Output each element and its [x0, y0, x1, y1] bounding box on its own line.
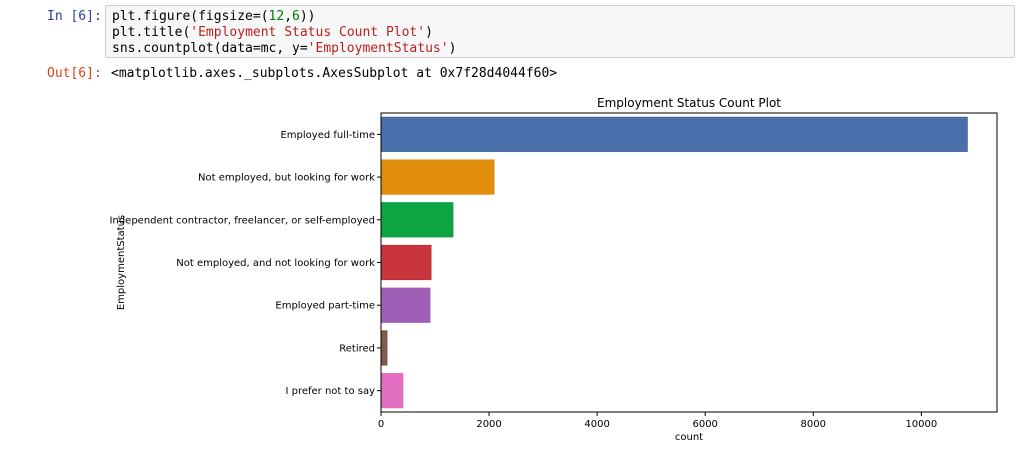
code-line: sns.countplot(data=mc, y='EmploymentStat…: [112, 41, 457, 56]
y-tick-label: Not employed, but looking for work: [198, 173, 375, 184]
y-tick-label: Not employed, and not looking for work: [176, 258, 375, 269]
chart-title: Employment Status Count Plot: [597, 96, 781, 110]
bar: [380, 330, 388, 366]
bar: [380, 116, 968, 152]
x-tick-label: 10000: [905, 419, 937, 430]
x-tick-label: 8000: [801, 419, 826, 430]
y-axis-label: EmploymentStatus: [116, 215, 127, 310]
code-line: plt.title('Employment Status Count Plot'…: [112, 25, 433, 40]
output-text: <matplotlib.axes._subplots.AxesSubplot a…: [111, 66, 558, 81]
bar: [380, 287, 431, 323]
bar: [380, 373, 404, 409]
input-prompt: In [6]:: [47, 9, 102, 24]
y-tick-label: Independent contractor, freelancer, or s…: [110, 215, 375, 226]
x-tick-label: 4000: [584, 419, 609, 430]
x-axis-label: count: [675, 432, 703, 443]
x-tick-label: 2000: [476, 419, 501, 430]
code-line: plt.figure(figsize=(12,6)): [112, 9, 316, 24]
x-tick-label: 6000: [692, 419, 717, 430]
axes-frame: [380, 112, 998, 413]
y-tick-label: I prefer not to say: [285, 386, 375, 397]
y-tick-label: Retired: [339, 343, 375, 354]
y-tick-label: Employed full-time: [280, 130, 375, 141]
output-prompt: Out[6]:: [47, 66, 102, 81]
y-tick-label: Employed part-time: [275, 301, 375, 312]
code-cell-editor[interactable]: plt.figure(figsize=(12,6)) plt.title('Em…: [105, 5, 1015, 58]
bar: [380, 159, 495, 195]
bar: [380, 202, 454, 238]
x-tick-label: 0: [378, 419, 384, 430]
bar: [380, 244, 432, 281]
